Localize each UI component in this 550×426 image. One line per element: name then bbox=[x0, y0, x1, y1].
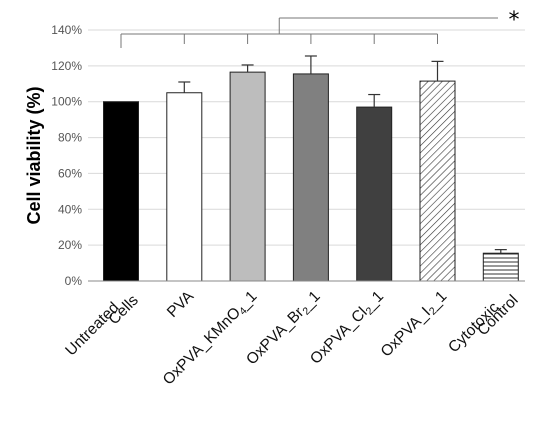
error-bars bbox=[178, 55, 507, 254]
y-tick-label: 20% bbox=[58, 238, 82, 252]
bar bbox=[356, 106, 393, 282]
bar bbox=[292, 73, 329, 282]
bar bbox=[482, 252, 519, 282]
bar bbox=[103, 101, 139, 282]
bar bbox=[166, 92, 203, 282]
bar bbox=[229, 71, 266, 282]
bar bbox=[419, 80, 456, 282]
x-tick-label: OxPVA_I2_1 bbox=[378, 288, 452, 362]
y-tick-label: 80% bbox=[58, 131, 82, 145]
y-tick-label: 60% bbox=[58, 166, 82, 180]
y-axis-label: Cell viability (%) bbox=[24, 86, 44, 224]
x-tick-label: PVA bbox=[164, 287, 198, 321]
bars bbox=[103, 71, 519, 282]
y-tick-label: 0% bbox=[65, 274, 83, 288]
x-tick-label: Cells bbox=[105, 292, 142, 329]
y-axis-ticks: 0% 20% 40% 60% 80% 100% 120% 140% bbox=[51, 23, 82, 288]
significance-star: * bbox=[509, 8, 520, 33]
y-tick-label: 140% bbox=[51, 23, 82, 37]
significance-bracket: * bbox=[120, 8, 520, 48]
y-tick-label: 120% bbox=[51, 59, 82, 73]
y-tick-label: 40% bbox=[58, 202, 82, 216]
y-tick-label: 100% bbox=[51, 95, 82, 109]
